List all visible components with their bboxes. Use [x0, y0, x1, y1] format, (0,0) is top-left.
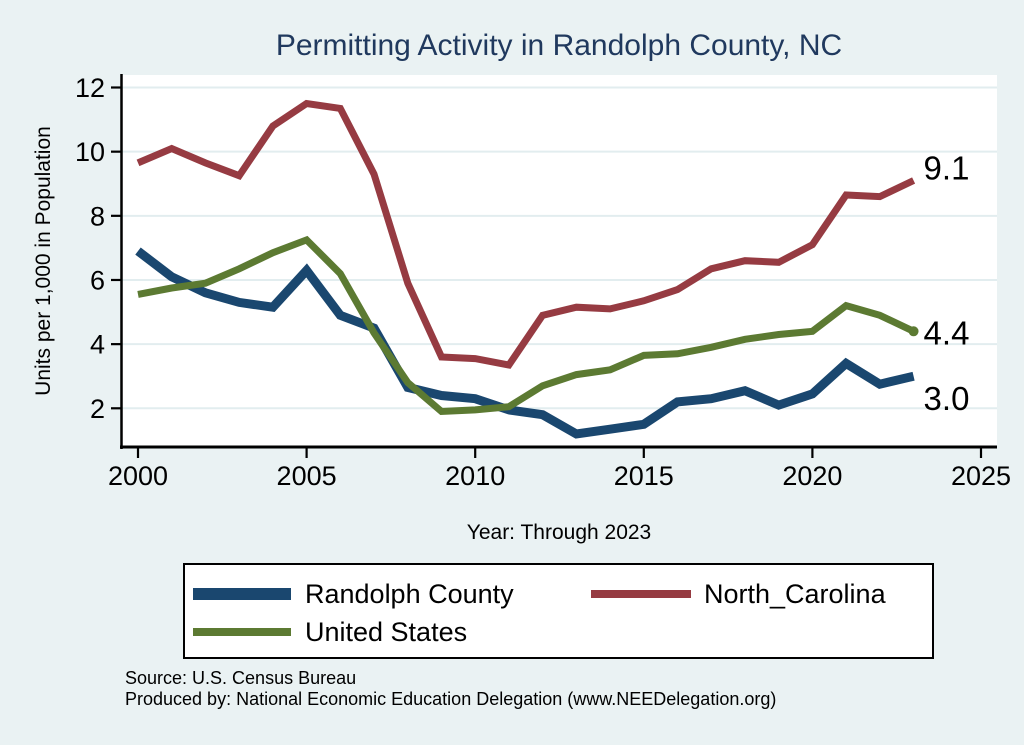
y-tick-label-6: 6: [90, 265, 105, 295]
x-tick-label-2020: 2020: [782, 461, 842, 491]
series-line-randolph-county: [135, 247, 915, 439]
legend-label-united-states: United States: [305, 617, 468, 647]
footer: Source: U.S. Census Bureau Produced by: …: [125, 668, 985, 710]
x-tick-label-2005: 2005: [277, 461, 337, 491]
legend: Randolph County North_Carolina United St…: [183, 563, 934, 659]
series-line-united-states: [137, 235, 916, 416]
series-line-north-carolina: [136, 99, 916, 369]
y-tick-label-12: 12: [75, 73, 105, 103]
series-end-marker-2: [908, 326, 919, 337]
plot-area: 2 4 6 8 10 12 2000 2005 2010 2015 2020 2025 3.0 9.1 4.…: [75, 73, 1011, 491]
chart-title: Permitting Activity in Randolph County, …: [275, 29, 843, 62]
y-tick-label-4: 4: [90, 330, 105, 360]
legend-swatch-north-carolina: [591, 590, 691, 598]
end-label-randolph-county: 3.0: [924, 380, 970, 417]
x-tick-label-2025: 2025: [951, 461, 1011, 491]
legend-swatch-randolph-county: [193, 588, 291, 600]
x-axis-title: Year: Through 2023: [466, 521, 652, 544]
legend-label-north-carolina: North_Carolina: [704, 579, 886, 609]
x-tick-label-2015: 2015: [614, 461, 674, 491]
footer-produced-by: Produced by: National Economic Education…: [125, 689, 777, 709]
x-tick-label-2010: 2010: [445, 461, 505, 491]
legend-swatch-united-states: [193, 628, 291, 636]
y-tick-label-2: 2: [90, 394, 105, 424]
end-label-north-carolina: 9.1: [924, 150, 970, 187]
footer-source: Source: U.S. Census Bureau: [125, 668, 357, 688]
y-tick-label-10: 10: [75, 137, 105, 167]
end-label-united-states: 4.4: [924, 314, 970, 351]
y-tick-label-8: 8: [90, 201, 105, 231]
x-tick-label-2000: 2000: [108, 461, 168, 491]
legend-label-randolph-county: Randolph County: [305, 579, 514, 609]
